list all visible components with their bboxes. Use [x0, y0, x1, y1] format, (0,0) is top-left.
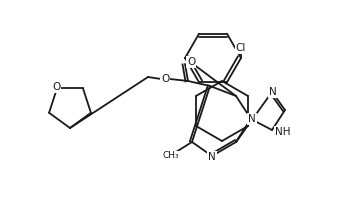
- Text: N: N: [248, 114, 256, 124]
- Text: N: N: [208, 152, 216, 162]
- Text: O: O: [161, 74, 169, 84]
- Text: O: O: [52, 82, 60, 92]
- Text: N: N: [269, 87, 277, 97]
- Text: O: O: [187, 57, 195, 67]
- Text: Cl: Cl: [236, 43, 246, 53]
- Text: CH₃: CH₃: [163, 151, 179, 160]
- Text: NH: NH: [275, 127, 290, 137]
